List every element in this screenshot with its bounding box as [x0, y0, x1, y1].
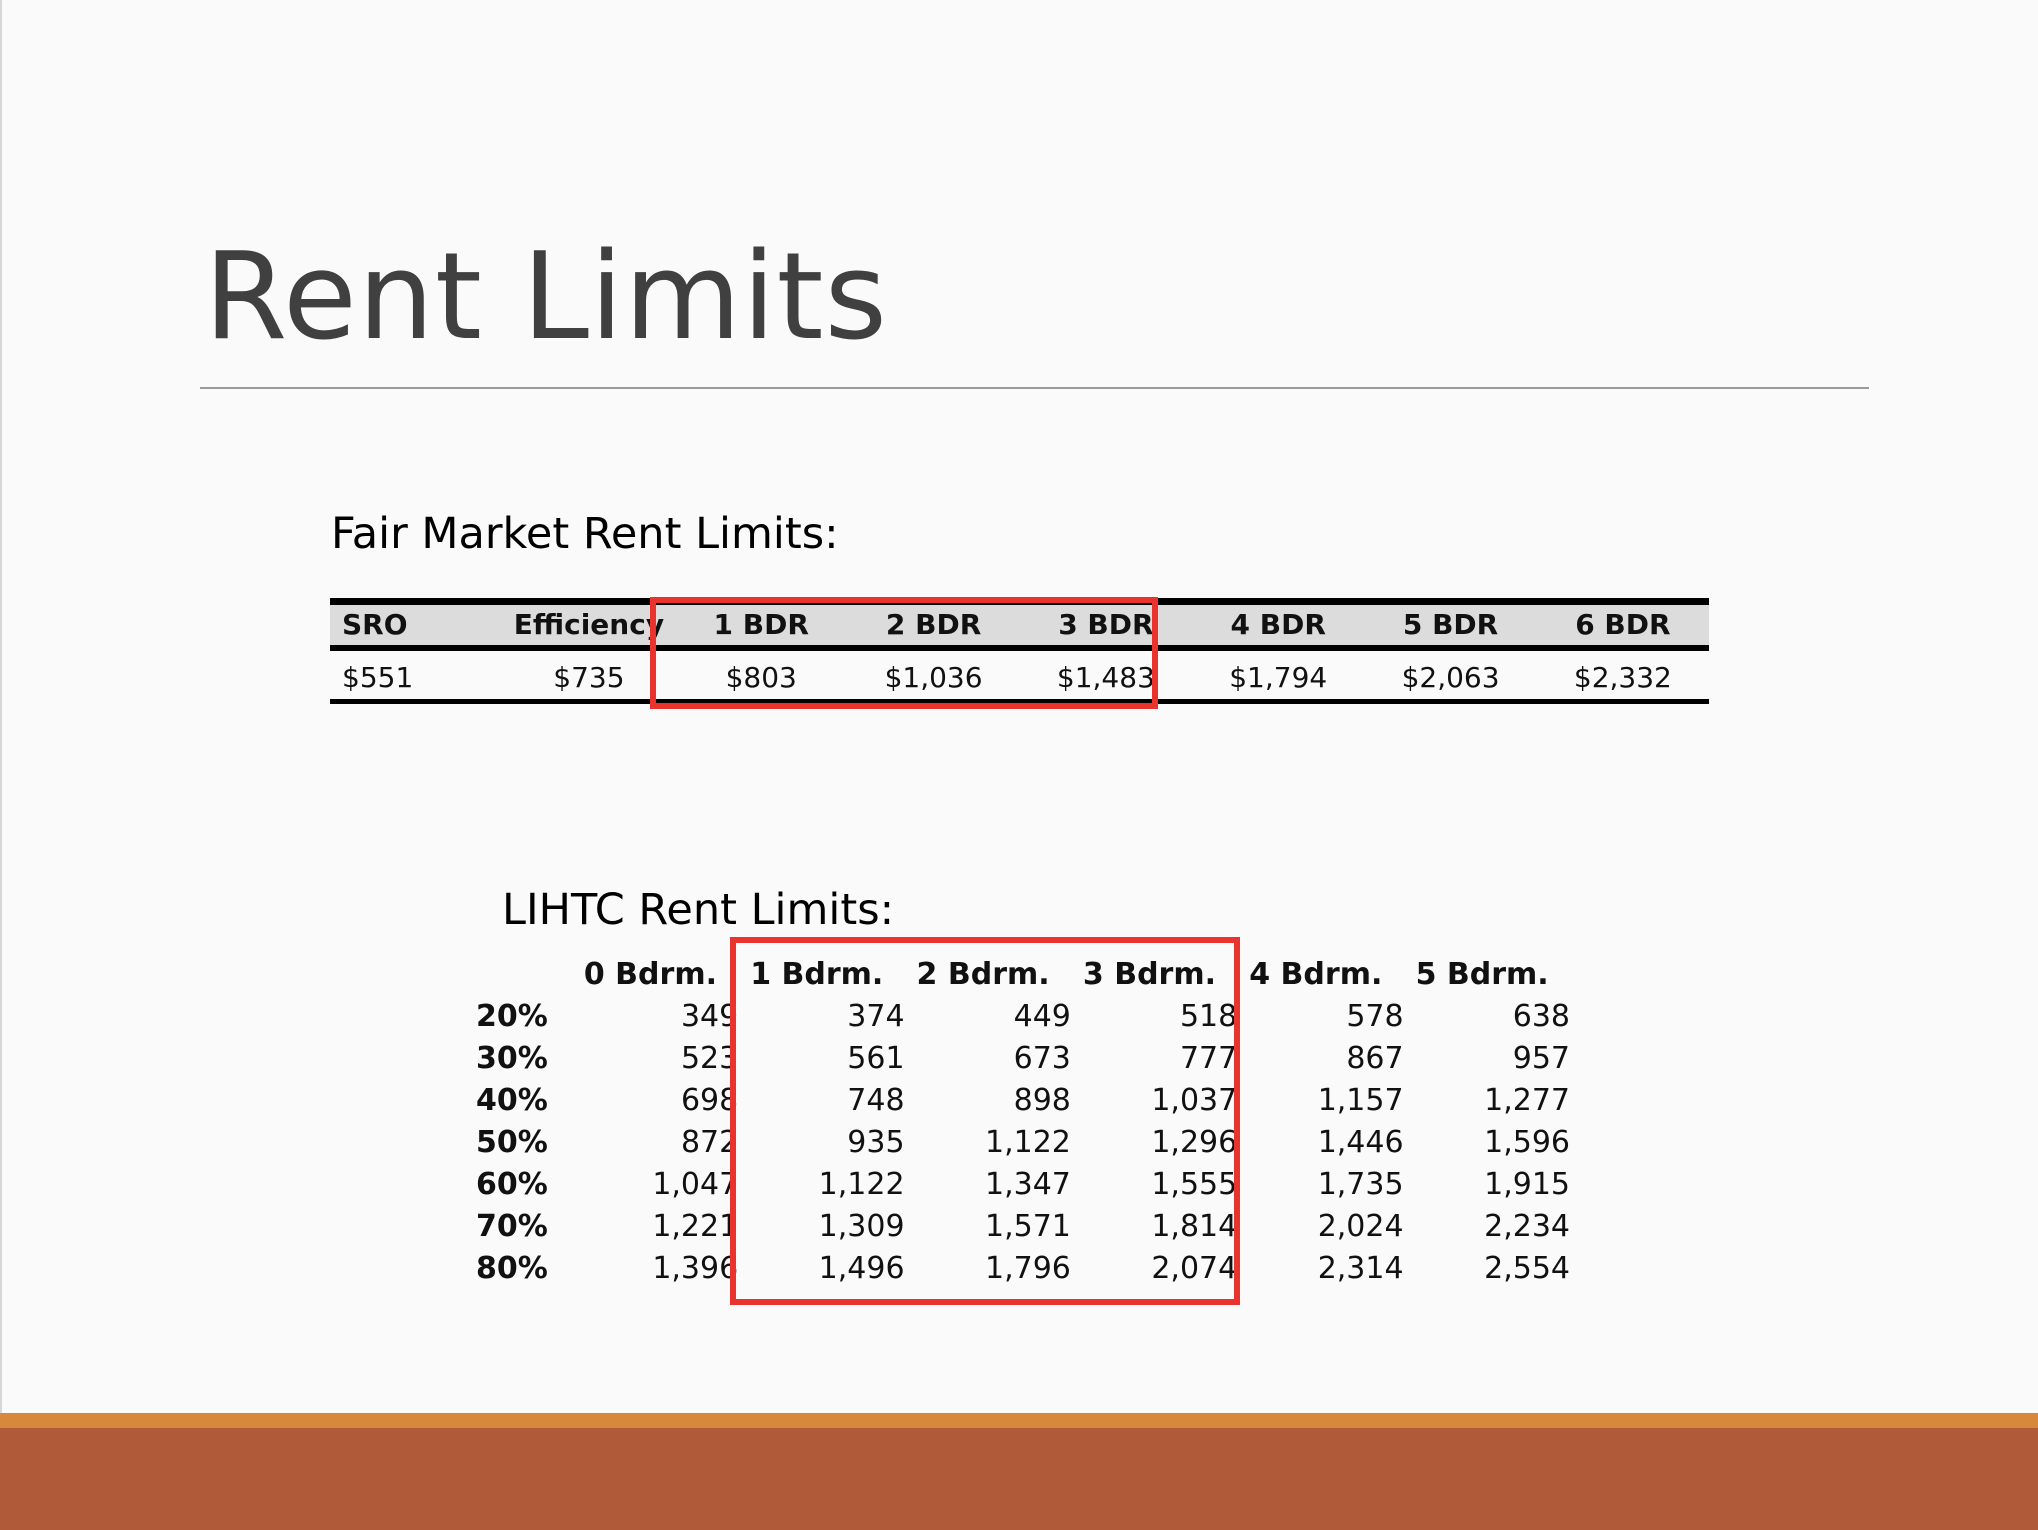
- lihtc-header-row: 0 Bdrm. 1 Bdrm. 2 Bdrm. 3 Bdrm. 4 Bdrm. …: [470, 954, 1570, 996]
- footer-band: [0, 1428, 2038, 1530]
- lihtc-header-cell: 3 Bdrm.: [1082, 957, 1217, 992]
- lihtc-value-cell: 2,314: [1317, 1251, 1404, 1286]
- footer-accent-stripe: [0, 1413, 2038, 1428]
- lihtc-highlight-box: [730, 937, 1240, 1305]
- fmr-value-cell: $2,063: [1401, 660, 1500, 694]
- title-divider: [200, 387, 1869, 389]
- table-row: 50% 872 935 1,122 1,296 1,446 1,596: [470, 1122, 1570, 1164]
- lihtc-value-cell: 1,277: [1484, 1083, 1570, 1118]
- lihtc-value-cell: 1,122: [818, 1167, 905, 1202]
- fair-market-header-row: SRO Efficiency 1 BDR 2 BDR 3 BDR 4 BDR 5…: [330, 605, 1709, 651]
- lihtc-value-cell: 1,347: [985, 1167, 1071, 1202]
- fmr-value-cell: $1,483: [1056, 660, 1155, 694]
- lihtc-row-label: 60%: [476, 1167, 548, 1202]
- lihtc-value-cell: 2,074: [1151, 1251, 1238, 1286]
- fmr-header-cell: 6 BDR: [1575, 608, 1671, 641]
- fmr-header-cell: 2 BDR: [885, 608, 982, 641]
- lihtc-value-cell: 2,024: [1317, 1209, 1404, 1244]
- lihtc-value-cell: 2,554: [1484, 1251, 1570, 1286]
- fmr-value-cell: $803: [725, 660, 797, 694]
- lihtc-value-cell: 748: [847, 1083, 905, 1118]
- lihtc-value-cell: 1,309: [818, 1209, 905, 1244]
- lihtc-value-cell: 1,157: [1317, 1083, 1404, 1118]
- fair-market-heading: Fair Market Rent Limits:: [331, 509, 839, 559]
- fmr-value-cell: $1,036: [884, 660, 983, 694]
- lihtc-value-cell: 349: [680, 999, 739, 1034]
- lihtc-value-cell: 898: [1013, 1083, 1071, 1118]
- fmr-header-cell: 5 BDR: [1402, 608, 1499, 641]
- lihtc-value-cell: 1,796: [985, 1251, 1071, 1286]
- lihtc-value-cell: 523: [680, 1041, 739, 1076]
- fmr-value-cell: $735: [553, 660, 625, 694]
- lihtc-value-cell: 518: [1179, 999, 1238, 1034]
- lihtc-row-label: 50%: [476, 1125, 548, 1160]
- fmr-header-cell: Efficiency: [513, 608, 665, 641]
- lihtc-value-cell: 1,396: [652, 1251, 739, 1286]
- lihtc-header-cell: 2 Bdrm.: [916, 957, 1050, 992]
- fmr-value-cell: $551: [342, 660, 414, 694]
- lihtc-header-cell: 0 Bdrm.: [583, 957, 717, 992]
- lihtc-table: 0 Bdrm. 1 Bdrm. 2 Bdrm. 3 Bdrm. 4 Bdrm. …: [470, 954, 1570, 1290]
- fmr-header-cell: SRO: [342, 608, 408, 641]
- lihtc-value-cell: 957: [1512, 1041, 1570, 1076]
- lihtc-row-label: 40%: [476, 1083, 548, 1118]
- lihtc-value-cell: 1,735: [1317, 1167, 1404, 1202]
- table-row: 80% 1,396 1,496 1,796 2,074 2,314 2,554: [470, 1248, 1570, 1290]
- fair-market-table: SRO Efficiency 1 BDR 2 BDR 3 BDR 4 BDR 5…: [330, 598, 1709, 704]
- lihtc-corner-cell: [470, 954, 572, 996]
- lihtc-value-cell: 1,037: [1151, 1083, 1238, 1118]
- fmr-header-cell: 4 BDR: [1230, 608, 1326, 641]
- lihtc-value-cell: 1,122: [985, 1125, 1071, 1160]
- table-row: 70% 1,221 1,309 1,571 1,814 2,024 2,234: [470, 1206, 1570, 1248]
- lihtc-value-cell: 1,915: [1484, 1167, 1570, 1202]
- slide-left-edge: [0, 0, 2, 1413]
- lihtc-value-cell: 867: [1346, 1041, 1404, 1076]
- lihtc-row-label: 20%: [476, 999, 548, 1034]
- lihtc-header-cell: 5 Bdrm.: [1415, 957, 1549, 992]
- lihtc-value-cell: 1,221: [652, 1209, 739, 1244]
- lihtc-value-cell: 872: [680, 1125, 739, 1160]
- lihtc-row-label: 70%: [476, 1209, 548, 1244]
- lihtc-value-cell: 1,596: [1484, 1125, 1570, 1160]
- table-row: 40% 698 748 898 1,037 1,157 1,277: [470, 1080, 1570, 1122]
- lihtc-value-cell: 1,555: [1151, 1167, 1238, 1202]
- lihtc-value-cell: 1,047: [652, 1167, 739, 1202]
- table-row: 20% 349 374 449 518 578 638: [470, 996, 1570, 1038]
- lihtc-value-cell: 673: [1013, 1041, 1071, 1076]
- lihtc-header-cell: 1 Bdrm.: [750, 957, 884, 992]
- fair-market-highlight-box: [650, 597, 1158, 709]
- lihtc-value-cell: 561: [847, 1041, 905, 1076]
- lihtc-row-label: 30%: [476, 1041, 548, 1076]
- lihtc-value-cell: 374: [847, 999, 905, 1034]
- lihtc-value-cell: 2,234: [1484, 1209, 1570, 1244]
- lihtc-value-cell: 449: [1013, 999, 1071, 1034]
- table-row: 60% 1,047 1,122 1,347 1,555 1,735 1,915: [470, 1164, 1570, 1206]
- lihtc-row-label: 80%: [476, 1251, 548, 1286]
- lihtc-value-cell: 1,296: [1151, 1125, 1238, 1160]
- lihtc-header-cell: 4 Bdrm.: [1249, 957, 1383, 992]
- fmr-header-cell: 1 BDR: [713, 608, 809, 641]
- lihtc-value-cell: 935: [847, 1125, 905, 1160]
- slide-title: Rent Limits: [204, 228, 889, 367]
- fmr-value-cell: $2,332: [1573, 660, 1672, 694]
- lihtc-value-cell: 1,571: [985, 1209, 1071, 1244]
- lihtc-value-cell: 578: [1346, 999, 1404, 1034]
- lihtc-value-cell: 1,446: [1317, 1125, 1404, 1160]
- lihtc-value-cell: 1,496: [818, 1251, 905, 1286]
- table-row: 30% 523 561 673 777 867 957: [470, 1038, 1570, 1080]
- lihtc-value-cell: 698: [680, 1083, 739, 1118]
- fmr-header-cell: 3 BDR: [1058, 608, 1154, 641]
- lihtc-value-cell: 1,814: [1151, 1209, 1238, 1244]
- fmr-value-cell: $1,794: [1229, 660, 1328, 694]
- lihtc-value-cell: 638: [1512, 999, 1570, 1034]
- fair-market-value-row: $551 $735 $803 $1,036 $1,483 $1,794 $2,0…: [330, 651, 1709, 701]
- lihtc-value-cell: 777: [1179, 1041, 1238, 1076]
- lihtc-heading: LIHTC Rent Limits:: [502, 885, 895, 935]
